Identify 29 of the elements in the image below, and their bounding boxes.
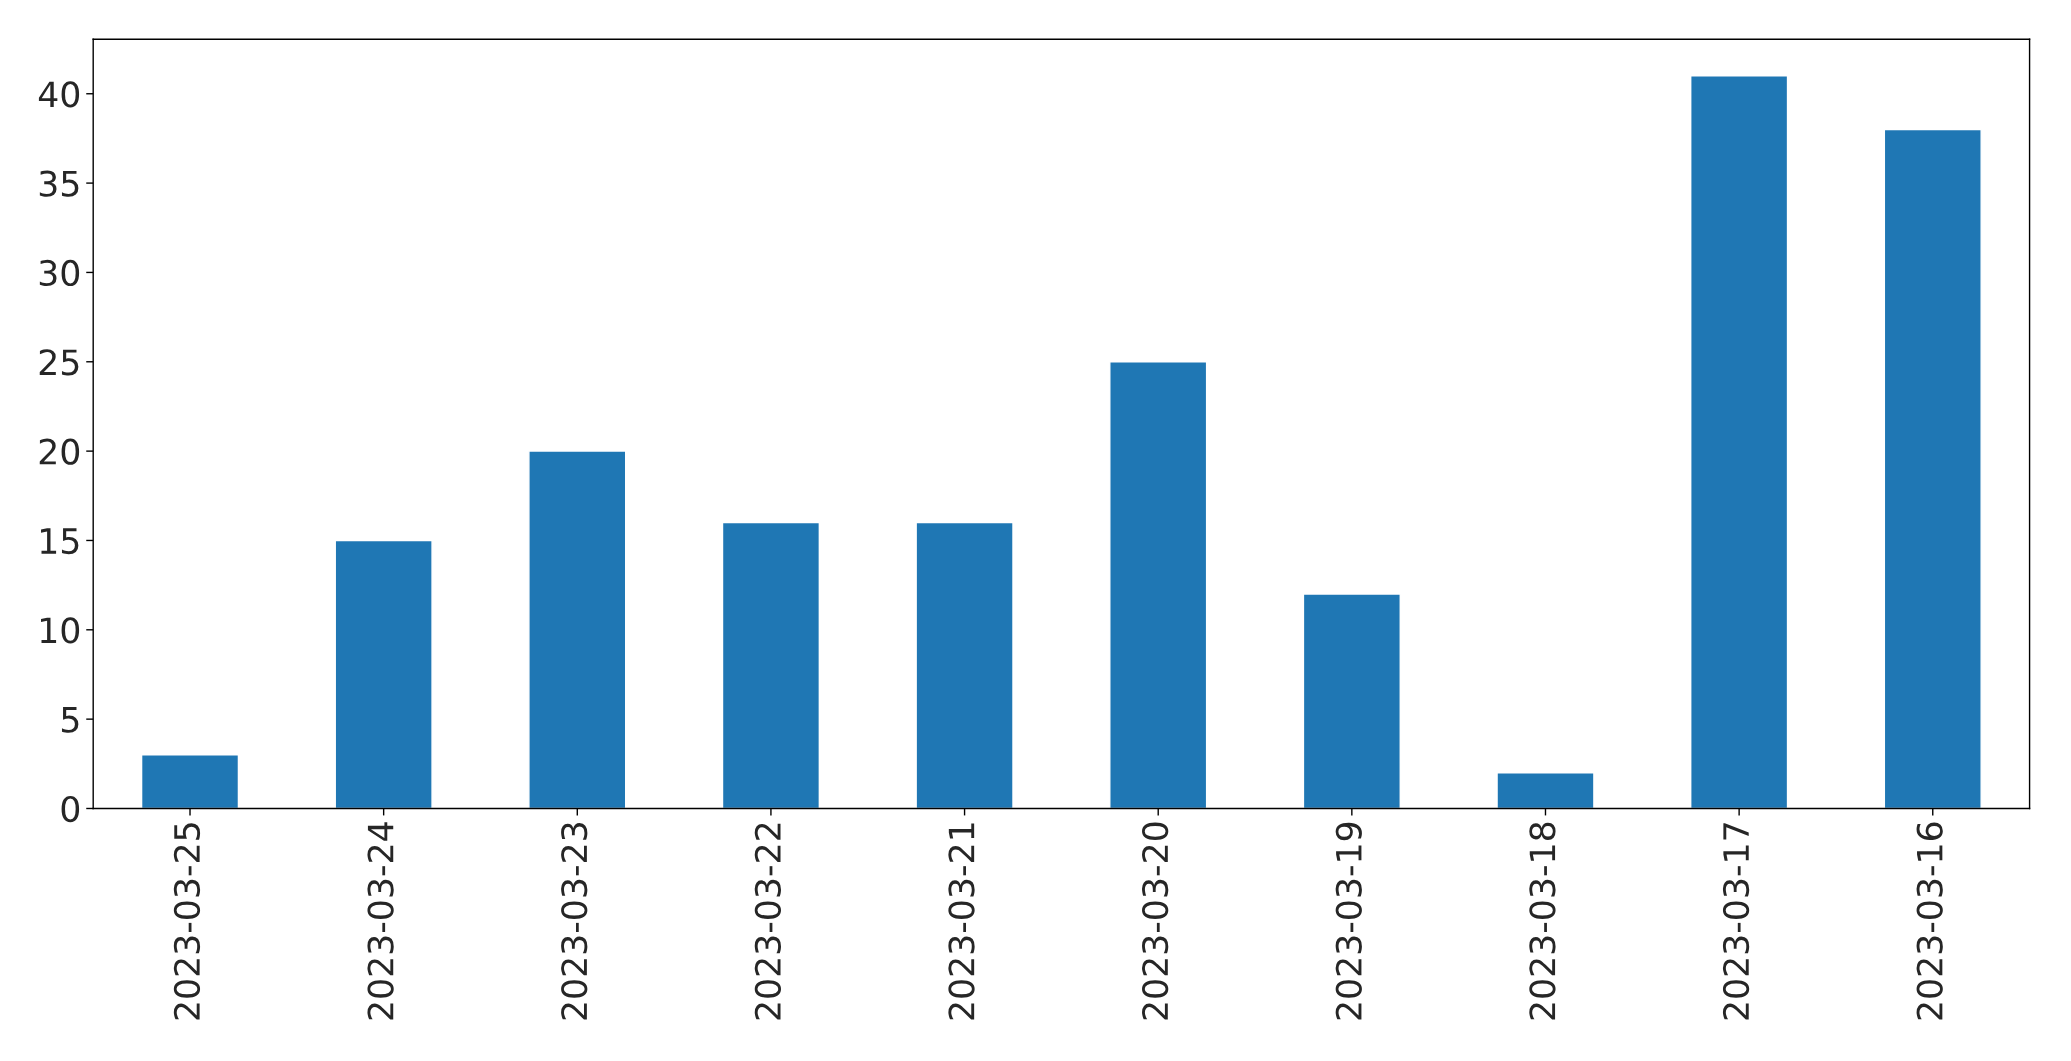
x-tick-label: 2023-03-17: [1722, 823, 1750, 1020]
x-tick-label: 2023-03-22: [754, 823, 781, 1020]
y-tick-label: 40: [38, 81, 80, 108]
y-tick-label: 25: [39, 349, 79, 376]
y-tick-label: 20: [39, 438, 80, 465]
x-tick-label: 2023-03-16: [1916, 822, 1943, 1020]
y-tick-label: 10: [41, 617, 80, 644]
y-tick-label: 35: [39, 170, 79, 197]
x-tick-label: 2023-03-20: [1142, 822, 1169, 1020]
x-tick-label: 2023-03-21: [948, 823, 975, 1020]
bar: [528, 450, 627, 809]
bar: [1302, 593, 1401, 809]
bar: [1690, 75, 1789, 809]
bar: [721, 521, 821, 809]
x-tick-label: 2023-03-19: [1335, 822, 1362, 1020]
x-tick-label: 2023-03-18: [1529, 822, 1556, 1020]
y-tick-label: 5: [61, 707, 79, 733]
bar: [1496, 772, 1595, 809]
bar: [334, 539, 433, 809]
y-tick-label: 0: [61, 795, 80, 823]
x-tick-label: 2023-03-24: [367, 822, 394, 1020]
x-tick-label: 2023-03-23: [561, 823, 588, 1020]
bar: [140, 754, 240, 809]
bar: [1883, 128, 1982, 809]
bar: [1109, 361, 1208, 809]
y-tick-label: 30: [39, 259, 80, 287]
y-tick-label: 15: [41, 528, 79, 555]
bar: [915, 521, 1014, 809]
x-tick-label: 2023-03-25: [173, 823, 201, 1020]
